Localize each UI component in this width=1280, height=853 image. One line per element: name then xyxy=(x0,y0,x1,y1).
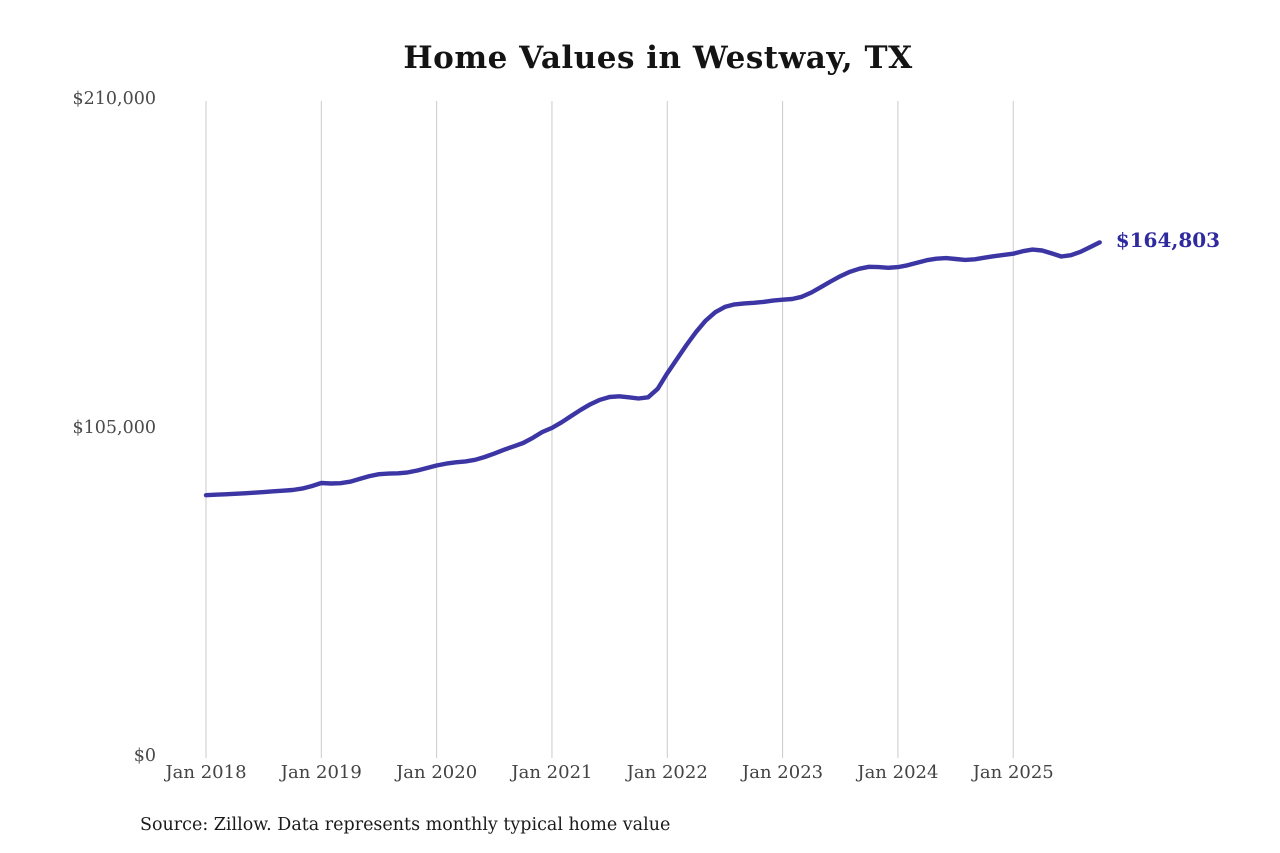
x-axis-tick: Jan 2021 xyxy=(511,762,593,783)
x-axis-tick: Jan 2024 xyxy=(857,762,939,783)
year-gridlines xyxy=(205,101,1014,758)
x-axis-tick: Jan 2019 xyxy=(280,762,362,783)
chart-title: Home Values in Westway, TX xyxy=(403,40,913,76)
current-value-label: $164,803 xyxy=(1115,228,1221,253)
x-axis-tick: Jan 2023 xyxy=(742,762,824,783)
y-axis-tick-105000: $105,000 xyxy=(72,417,156,438)
source-note: Source: Zillow. Data represents monthly … xyxy=(140,815,671,835)
x-axis-tick: Jan 2020 xyxy=(396,762,478,783)
y-axis-tick-210000: $210,000 xyxy=(72,89,156,109)
series-line xyxy=(203,240,1102,498)
y-axis-tick-0: $0 xyxy=(133,746,156,766)
x-axis-tick: Jan 2022 xyxy=(626,762,708,783)
x-axis-tick: Jan 2018 xyxy=(165,762,247,783)
x-axis-tick: Jan 2025 xyxy=(972,762,1054,783)
